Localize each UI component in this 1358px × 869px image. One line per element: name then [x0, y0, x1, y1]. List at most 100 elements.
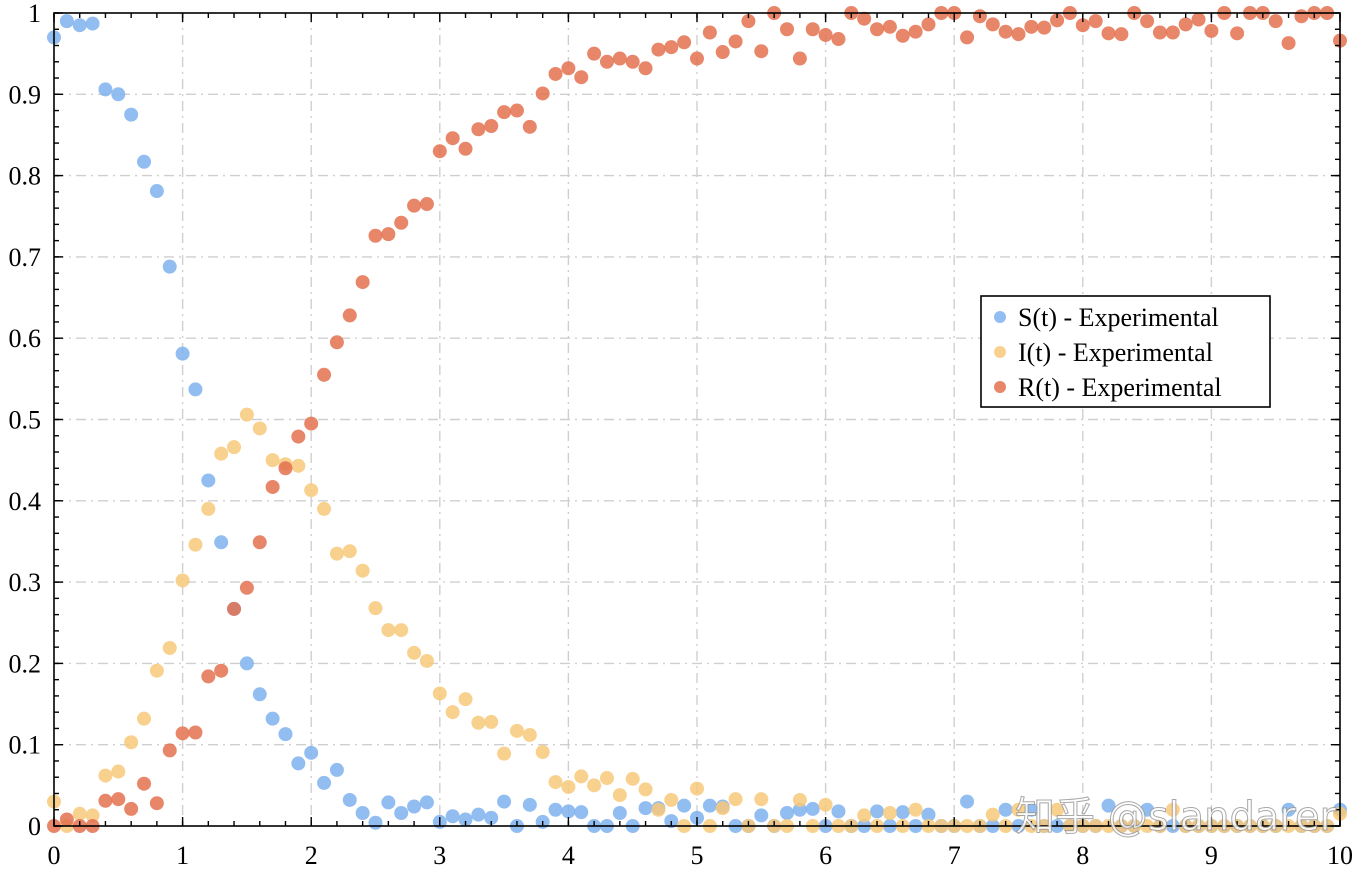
data-point — [985, 807, 1000, 822]
data-point — [1024, 802, 1039, 817]
data-point — [792, 792, 807, 807]
data-point — [677, 798, 692, 813]
x-tick-label: 5 — [691, 841, 704, 869]
data-point — [137, 711, 152, 726]
data-point — [124, 107, 139, 122]
data-point — [625, 54, 640, 69]
data-point — [162, 743, 177, 758]
data-point — [317, 775, 332, 790]
data-point — [509, 103, 524, 118]
data-point — [137, 776, 152, 791]
x-tick-label: 10 — [1327, 841, 1353, 869]
y-tick-label: 1 — [28, 0, 41, 28]
data-point — [304, 483, 319, 498]
data-point — [72, 18, 87, 33]
legend-label: I(t) - Experimental — [1018, 338, 1213, 367]
data-point — [355, 275, 370, 290]
data-point — [522, 119, 537, 134]
series-3 — [47, 6, 1347, 833]
data-point — [1191, 12, 1206, 27]
data-point — [857, 808, 872, 823]
data-point — [625, 771, 640, 786]
data-point — [960, 794, 975, 809]
data-point — [265, 711, 280, 726]
data-point — [1230, 26, 1245, 41]
data-point — [1050, 13, 1065, 28]
data-point — [291, 756, 306, 771]
x-tick-label: 6 — [819, 841, 832, 869]
data-point — [124, 735, 139, 750]
data-point — [381, 227, 396, 242]
axis-ticks — [53, 12, 1341, 827]
data-point — [98, 82, 113, 97]
data-point — [201, 669, 216, 684]
data-point — [754, 808, 769, 823]
data-point — [149, 184, 164, 199]
data-point — [1101, 798, 1116, 813]
x-tick-label: 3 — [433, 841, 446, 869]
data-point — [471, 715, 486, 730]
legend-box — [980, 295, 1271, 408]
data-point — [98, 768, 113, 783]
data-point — [1165, 25, 1180, 40]
data-point — [1268, 14, 1283, 29]
y-tick-label: 0.4 — [9, 487, 42, 516]
data-point — [445, 809, 460, 824]
data-point — [419, 197, 434, 212]
data-point — [175, 346, 190, 361]
data-point — [818, 27, 833, 42]
data-point — [728, 34, 743, 49]
data-point — [149, 663, 164, 678]
data-point — [921, 17, 936, 32]
data-point — [895, 28, 910, 43]
data-point — [831, 32, 846, 47]
data-point — [1281, 36, 1296, 51]
data-point — [908, 802, 923, 817]
data-point — [458, 812, 473, 827]
data-point — [162, 259, 177, 274]
data-point — [574, 805, 589, 820]
data-point — [407, 645, 422, 660]
data-point — [342, 792, 357, 807]
data-point — [1140, 802, 1155, 817]
data-point — [471, 807, 486, 822]
data-point — [252, 535, 267, 550]
x-tick-label: 2 — [305, 841, 318, 869]
data-point — [1114, 27, 1129, 42]
data-point — [690, 781, 704, 796]
data-point — [407, 198, 422, 213]
data-point — [1101, 26, 1116, 41]
data-point — [612, 805, 627, 820]
data-point — [1024, 19, 1039, 34]
data-point — [59, 812, 74, 827]
watermark-text: 知乎 @slandarer — [1015, 794, 1337, 840]
data-point — [381, 795, 396, 810]
x-tick-labels: 0 1 2 3 4 5 6 7 8 9 10 — [48, 841, 1354, 869]
data-point — [484, 810, 499, 825]
data-point — [651, 42, 666, 57]
data-point — [921, 807, 936, 822]
x-tick-label: 8 — [1076, 841, 1089, 869]
data-point — [998, 802, 1013, 817]
data-point — [317, 367, 332, 382]
data-point — [149, 796, 164, 811]
data-point — [561, 61, 576, 76]
data-point — [587, 46, 602, 61]
data-point — [214, 446, 229, 461]
data-point — [175, 573, 190, 588]
data-point — [317, 501, 332, 516]
data-point — [535, 745, 550, 760]
data-point — [291, 458, 306, 473]
data-point — [548, 66, 563, 81]
y-tick-label: 0.9 — [9, 80, 42, 109]
data-point — [227, 601, 242, 616]
x-tick-label: 4 — [562, 841, 575, 869]
data-point — [870, 22, 885, 37]
data-point — [1037, 20, 1052, 35]
data-point — [394, 623, 409, 638]
y-tick-labels: 0 0.1 0.2 0.3 0.4 0.5 0.6 0.7 0.8 0.9 1 — [9, 0, 42, 841]
y-tick-label: 0.5 — [9, 406, 42, 435]
data-point — [1011, 802, 1026, 817]
data-point — [201, 473, 216, 488]
series-2 — [47, 407, 1347, 833]
